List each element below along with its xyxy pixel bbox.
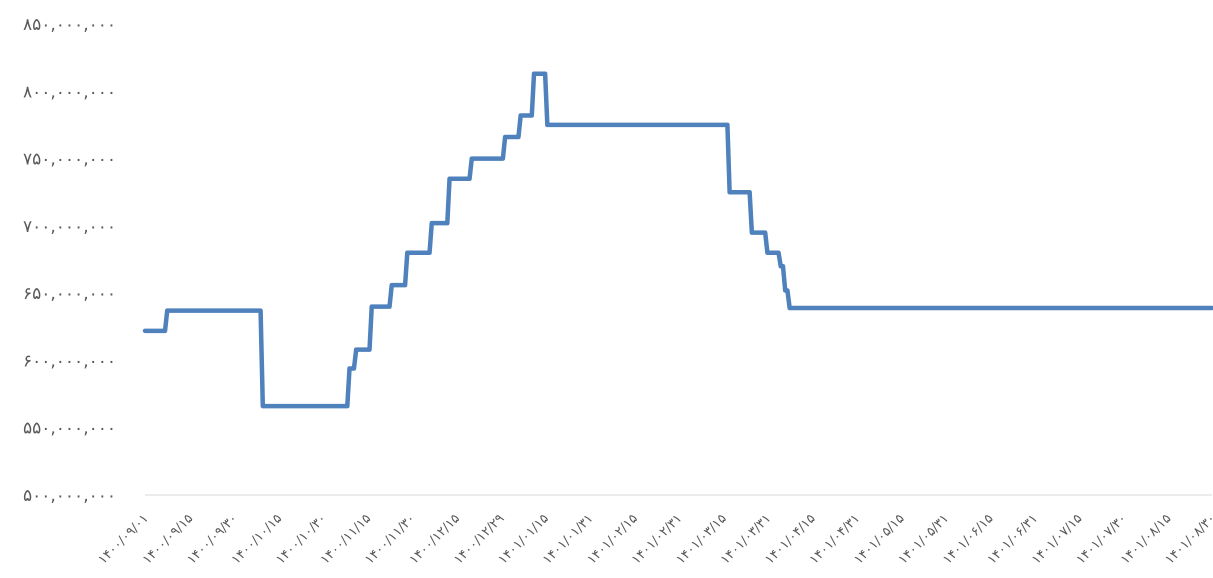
y-tick-label: ۷۵۰,۰۰۰,۰۰۰ (23, 150, 116, 170)
y-axis-ticks: ۸۵۰,۰۰۰,۰۰۰ ۸۰۰,۰۰۰,۰۰۰ ۷۵۰,۰۰۰,۰۰۰ ۷۰۰,۰۰۰… (23, 15, 116, 506)
y-tick-label: ۸۰۰,۰۰۰,۰۰۰ (23, 82, 116, 102)
y-tick-label: ۸۵۰,۰۰۰,۰۰۰ (23, 15, 116, 35)
y-tick-label: ۶۵۰,۰۰۰,۰۰۰ (23, 284, 116, 304)
y-tick-label: ۷۰۰,۰۰۰,۰۰۰ (23, 217, 116, 237)
x-axis-ticks: ۱۴۰۰/۰۹/۰۱۱۴۰۰/۰۹/۱۵۱۴۰۰/۰۹/۳۰۱۴۰۰/۱۰/۱۵… (96, 511, 1213, 567)
y-tick-label: ۵۰۰,۰۰۰,۰۰۰ (23, 486, 116, 506)
y-tick-label: ۶۰۰,۰۰۰,۰۰۰ (23, 351, 116, 371)
series-line (142, 71, 1213, 409)
y-tick-label: ۵۵۰,۰۰۰,۰۰۰ (23, 419, 116, 439)
